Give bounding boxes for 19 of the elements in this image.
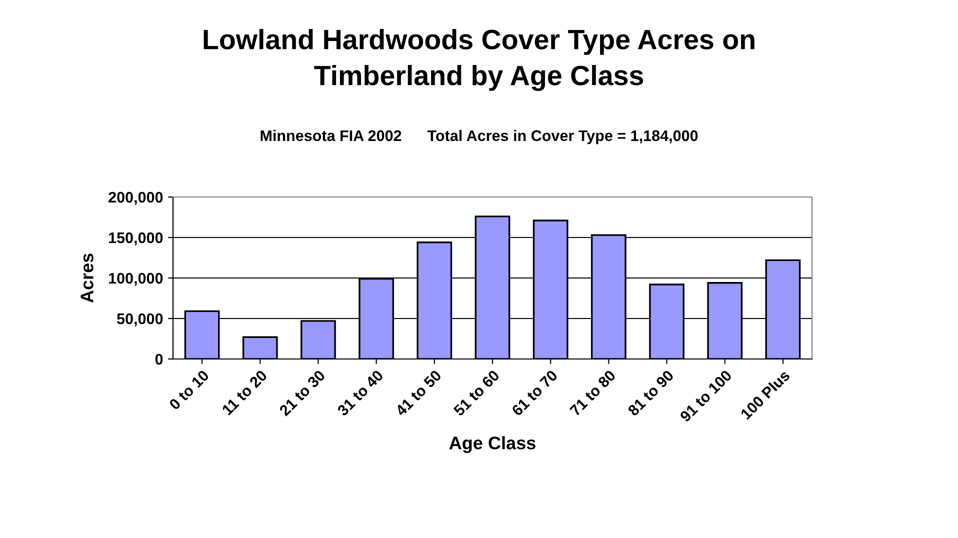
x-tick-label: 0 to 10 (168, 369, 210, 410)
x-tick-label: 61 to 70 (511, 369, 558, 416)
chart-title: Lowland Hardwoods Cover Type Acres on Timberland by Age Class (204, 29, 754, 91)
y-tick-label: 200,000 (108, 192, 163, 205)
x-tick-label: 71 to 80 (569, 369, 616, 416)
x-tick-label: 51 to 60 (452, 369, 500, 417)
y-tick-label: 100,000 (109, 272, 163, 286)
chart-subtitle: Minnesota FIA 2002 Total Acres in Cover Type = 1,184,000 (260, 130, 698, 144)
x-tick-label: 31 to 40 (336, 369, 384, 417)
y-tick-label: 50,000 (117, 313, 163, 326)
x-tick-label: 11 to 20 (221, 369, 268, 416)
x-tick-label: 91 to 100 (679, 369, 732, 423)
x-tick-label: 81 to 90 (627, 369, 674, 417)
x-tick-label: 41 to 50 (394, 369, 442, 417)
x-axis-title: Age Class (449, 436, 536, 454)
y-axis-title: Acres (80, 254, 94, 303)
y-tick-label: 150,000 (109, 232, 163, 246)
y-tick-label: 0 (155, 354, 163, 365)
x-tick-label: 21 to 30 (278, 369, 326, 417)
